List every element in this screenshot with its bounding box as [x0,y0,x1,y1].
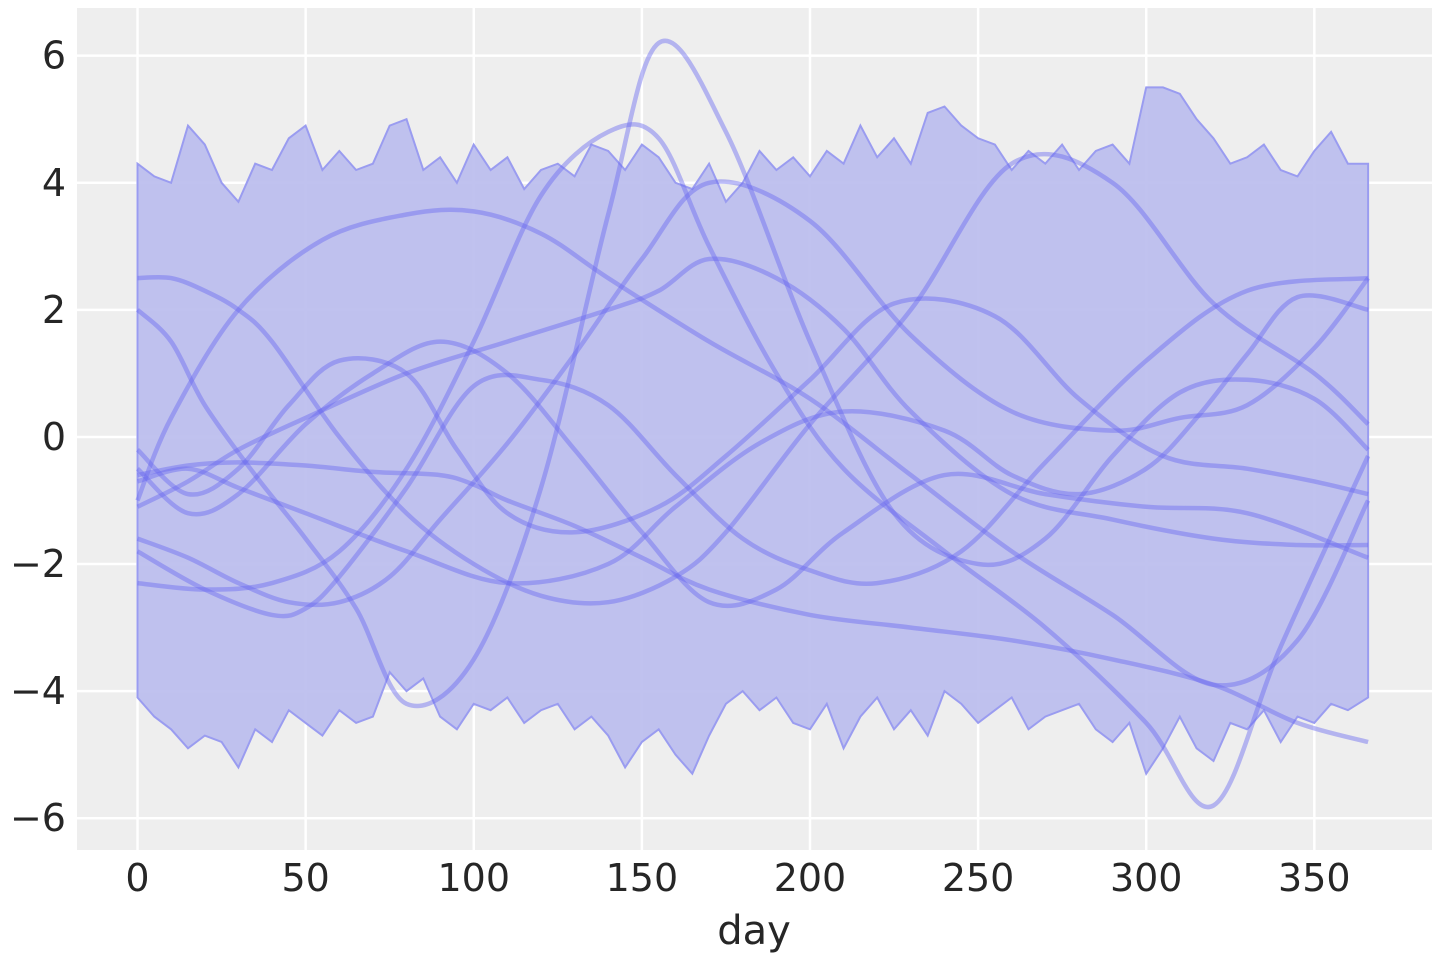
x-tick-label-300: 300 [1110,856,1183,900]
series-lines [135,38,1371,810]
x-tick-label-100: 100 [437,856,510,900]
series-line-11 [136,293,1369,586]
y-tick-label-3: 0 [42,415,66,459]
series-line-5 [135,339,1369,609]
series-line-8 [135,296,1369,535]
x-axis-label: day [717,908,791,954]
series-line-2 [135,207,1371,688]
y-tick-label-2: 2 [42,288,66,332]
series-line-1 [137,460,1369,745]
y-tick-label-4: −2 [10,542,66,586]
credible-band [136,86,1370,776]
series-line-7 [136,275,1369,619]
x-tick-label-250: 250 [942,856,1015,900]
x-tick-label-50: 50 [281,856,329,900]
band-area [136,86,1370,776]
series-line-3 [137,151,1370,606]
y-tick-label-6: −6 [10,796,66,840]
y-tick-label-5: −4 [10,669,66,713]
x-tick-label-0: 0 [125,856,149,900]
y-tick-labels: 6 4 2 0 −2 −4 −6 [10,34,66,841]
series-line-4 [136,256,1369,548]
series-line-10 [136,179,1370,608]
x-tick-label-350: 350 [1278,856,1351,900]
x-tick-label-200: 200 [774,856,847,900]
x-tick-labels: 0 50 100 150 200 250 300 350 [125,856,1350,900]
x-tick-label-150: 150 [606,856,679,900]
y-tick-label-1: 4 [42,161,66,205]
series-line-6 [137,122,1371,810]
y-tick-label-0: 6 [42,34,66,78]
series-line-9 [135,38,1370,709]
